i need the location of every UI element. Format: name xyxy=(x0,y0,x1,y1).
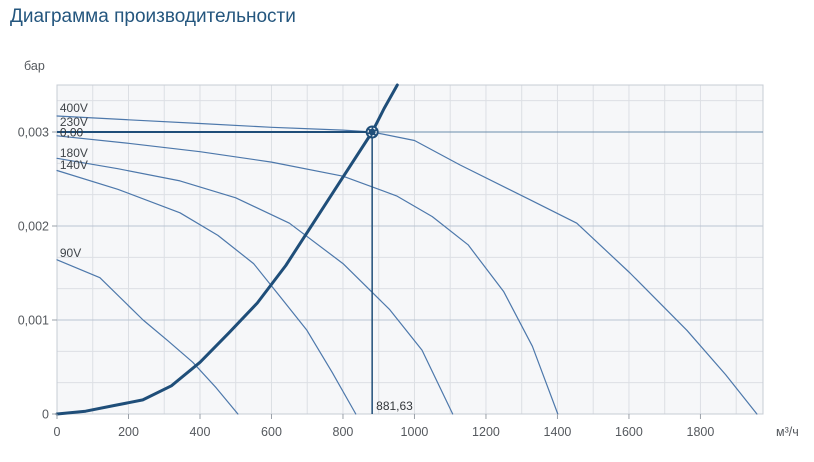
plot-border xyxy=(56,84,764,415)
x-tick-label: 1600 xyxy=(615,425,643,439)
x-tick-label: 200 xyxy=(118,425,139,439)
curve-label-230V: 230V xyxy=(60,115,88,129)
operating-point-marker[interactable] xyxy=(365,125,379,139)
flow-value-label: 881,63 xyxy=(376,399,413,413)
curve-label-180V: 180V xyxy=(60,146,88,160)
x-tick-label: 1000 xyxy=(401,425,429,439)
curve-230V[interactable] xyxy=(56,135,559,415)
curve-90V[interactable] xyxy=(56,259,239,415)
x-tick-label: 800 xyxy=(333,425,354,439)
plot-area xyxy=(57,85,763,414)
x-tick-label: 0 xyxy=(54,425,61,439)
y-tick-label: 0,003 xyxy=(18,126,49,140)
operating-point-ring xyxy=(367,127,377,137)
x-axis: 0 200 400 600 800 1000 1200 1400 1600 1800 м³/ч xyxy=(54,414,799,439)
curve-label-140V: 140V xyxy=(60,158,88,172)
operating-point-dot xyxy=(365,125,379,139)
y-tick-label: 0 xyxy=(42,408,49,422)
curve-label-90V: 90V xyxy=(60,246,81,260)
x-tick-label: 600 xyxy=(261,425,282,439)
curve-180V[interactable] xyxy=(56,157,454,415)
x-tick-label: 400 xyxy=(190,425,211,439)
x-tick-label: 1800 xyxy=(687,425,715,439)
page-title: Диаграмма производительности xyxy=(10,6,296,27)
x-tick-label: 1200 xyxy=(472,425,500,439)
y-axis-unit-label: бар xyxy=(24,59,45,73)
curve-140V[interactable] xyxy=(56,169,357,415)
y-tick-label: 0,002 xyxy=(18,220,49,234)
y-axis: 0 0,001 0,002 0,003 бар xyxy=(18,59,57,422)
x-axis-unit-label: м³/ч xyxy=(776,425,799,439)
curve-400V[interactable] xyxy=(56,115,758,415)
y-tick-label: 0,001 xyxy=(18,314,49,328)
system-curve[interactable] xyxy=(55,83,399,416)
x-tick-label: 1400 xyxy=(544,425,572,439)
pressure-value-label: 0,00 xyxy=(60,126,84,140)
curve-label-400V: 400V xyxy=(60,101,88,115)
